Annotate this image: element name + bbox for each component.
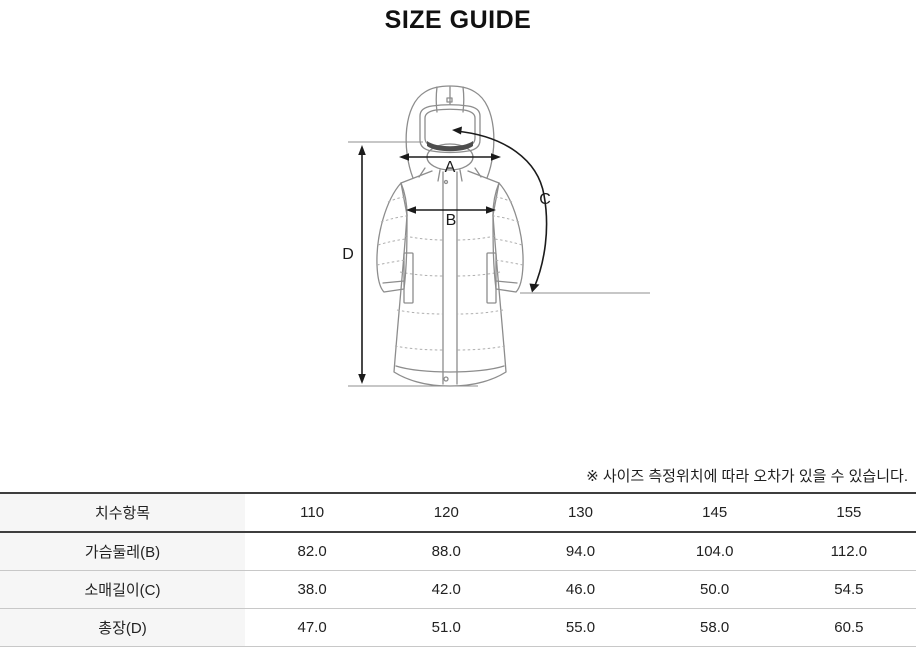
- row-label-sleeve: 소매길이(C): [0, 570, 245, 609]
- measure-d-label: D: [342, 246, 354, 263]
- left-pocket: [403, 252, 414, 304]
- size-value-cell: 104.0: [647, 532, 782, 571]
- size-value-cell: 38.0: [245, 570, 380, 609]
- measure-c-label: C: [539, 191, 551, 208]
- measure-d-arrow: [358, 145, 366, 384]
- measure-a-label: A: [445, 159, 456, 176]
- coat-body-sketch: [393, 170, 507, 387]
- size-value-cell: 46.0: [513, 570, 648, 609]
- coat-sketch-svg: A B C D: [342, 85, 650, 387]
- measure-c-arrow: [452, 126, 548, 293]
- table-row-total-length: 총장(D) 47.0 51.0 55.0 58.0 60.5: [0, 608, 916, 647]
- size-value-cell: 55.0: [513, 608, 648, 647]
- size-column-header: 130: [513, 493, 648, 533]
- sleeves-sketch: [376, 182, 524, 293]
- measure-a-arrow: [399, 153, 501, 161]
- size-column-header: 110: [245, 493, 380, 533]
- size-column-header: 145: [647, 493, 782, 533]
- size-value-cell: 58.0: [647, 608, 782, 647]
- right-pocket: [486, 252, 497, 304]
- hood-fur-trim: [427, 141, 473, 152]
- size-value-cell: 47.0: [245, 608, 380, 647]
- size-value-cell: 112.0: [781, 532, 916, 571]
- measure-b-arrow: [406, 206, 496, 214]
- row-label-measure-item: 치수항목: [0, 493, 245, 533]
- table-row-sleeve: 소매길이(C) 38.0 42.0 46.0 50.0 54.5: [0, 570, 916, 609]
- row-label-total-length: 총장(D): [0, 608, 245, 647]
- size-value-cell: 60.5: [781, 608, 916, 647]
- hood-sketch: [405, 85, 495, 182]
- row-label-chest: 가슴둘레(B): [0, 532, 245, 571]
- table-row-chest: 가슴둘레(B) 82.0 88.0 94.0 104.0 112.0: [0, 532, 916, 571]
- measure-b-label: B: [446, 212, 457, 229]
- size-value-cell: 82.0: [245, 532, 380, 571]
- size-value-cell: 42.0: [379, 570, 514, 609]
- size-value-cell: 88.0: [379, 532, 514, 571]
- page-title: SIZE GUIDE: [384, 6, 532, 34]
- size-table-header-row: 치수항목 110 120 130 145 155: [0, 493, 916, 533]
- coat-measurement-diagram: A B C D: [0, 80, 916, 410]
- size-value-cell: 51.0: [379, 608, 514, 647]
- size-column-header: 155: [781, 493, 916, 533]
- size-measure-disclaimer: ※ 사이즈 측정위치에 따라 오차가 있을 수 있습니다.: [586, 468, 908, 485]
- size-table: 치수항목 110 120 130 145 155 가슴둘레(B) 82.0 88…: [0, 492, 916, 647]
- size-value-cell: 50.0: [647, 570, 782, 609]
- size-value-cell: 94.0: [513, 532, 648, 571]
- size-column-header: 120: [379, 493, 514, 533]
- size-value-cell: 54.5: [781, 570, 916, 609]
